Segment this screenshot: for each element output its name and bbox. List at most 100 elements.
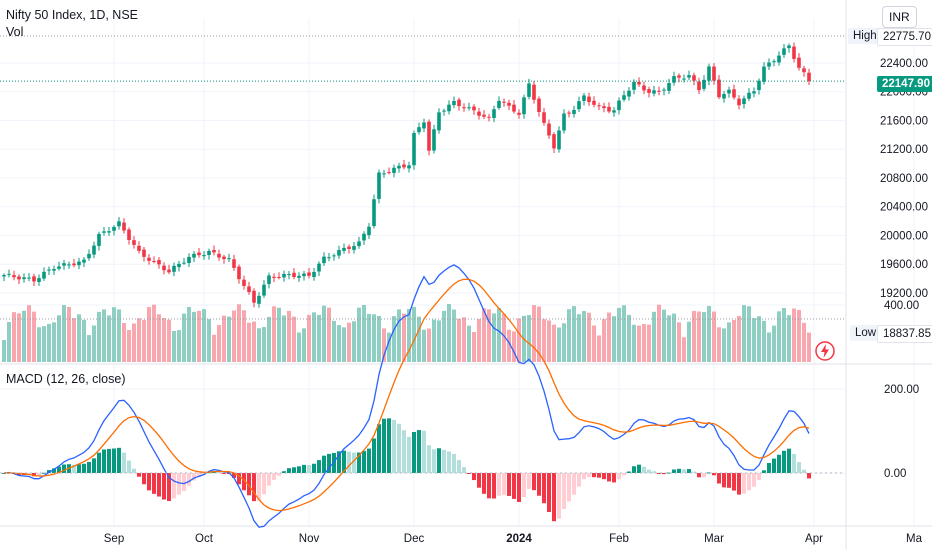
- macd-histogram-bar: [427, 445, 431, 473]
- candle-body: [412, 133, 416, 166]
- volume-bar: [737, 315, 741, 362]
- candle-body: [542, 112, 546, 123]
- candle-body: [507, 102, 511, 106]
- candle-body: [732, 89, 736, 98]
- candle-body: [427, 121, 431, 151]
- volume-bar: [272, 306, 276, 362]
- volume-bar: [347, 322, 351, 362]
- candle-body: [87, 253, 91, 259]
- candle-body: [387, 172, 391, 174]
- volume-bar: [767, 332, 771, 362]
- candle-body: [717, 79, 721, 98]
- volume-bar: [782, 307, 786, 362]
- volume-bar: [547, 320, 551, 362]
- candle-body: [322, 256, 326, 264]
- volume-bar: [207, 319, 211, 362]
- macd-histogram-bar: [282, 471, 286, 473]
- time-tick-label: Dec: [404, 533, 425, 545]
- candle-body: [182, 262, 186, 264]
- volume-bar: [117, 309, 121, 362]
- candle-body: [177, 263, 181, 268]
- macd-histogram-bar: [637, 464, 641, 473]
- volume-bar: [237, 304, 241, 362]
- time-tick-label: Oct: [195, 533, 214, 545]
- lightning-icon[interactable]: [814, 340, 836, 362]
- macd-histogram-bar: [277, 473, 281, 476]
- macd-histogram-bar: [442, 449, 446, 473]
- volume-bar: [807, 332, 811, 362]
- candle-body: [127, 229, 131, 240]
- price-candles: [2, 42, 811, 308]
- macd-histogram-bar: [327, 453, 331, 473]
- volume-bar: [432, 319, 436, 362]
- volume-bar: [757, 316, 761, 362]
- candle-body: [172, 265, 176, 272]
- candle-body: [407, 165, 411, 169]
- macd-histogram-bar: [747, 473, 751, 491]
- volume-bar: [482, 308, 486, 362]
- macd-histogram-bar: [357, 452, 361, 473]
- macd-histogram-bar: [47, 470, 51, 473]
- volume-bar: [312, 312, 316, 362]
- candle-body: [122, 222, 126, 231]
- price-tick-label: 21200.00: [880, 144, 928, 156]
- volume-bar: [717, 327, 721, 362]
- volume-bar: [152, 304, 156, 362]
- candle-body: [537, 98, 541, 113]
- volume-bar: [362, 304, 366, 362]
- candle-body: [462, 107, 466, 109]
- macd-histogram-bar: [687, 469, 691, 473]
- macd-histogram-bar: [252, 473, 256, 502]
- candle-body: [517, 112, 521, 115]
- candle-body: [202, 255, 206, 257]
- volume-bar: [172, 330, 176, 362]
- candle-body: [627, 90, 631, 97]
- candle-body: [747, 92, 751, 99]
- candle-body: [327, 257, 331, 259]
- volume-bar: [87, 335, 91, 362]
- macd-histogram-bar: [152, 473, 156, 494]
- macd-histogram: [2, 418, 811, 522]
- candle-body: [637, 81, 641, 85]
- macd-histogram-bar: [732, 473, 736, 491]
- volume-bar: [77, 314, 81, 362]
- candle-body: [652, 90, 656, 94]
- candle-body: [267, 275, 271, 284]
- chart-overlays: [0, 35, 846, 320]
- volume-bar: [317, 314, 321, 362]
- volume-bar: [472, 332, 476, 362]
- candle-body: [277, 276, 281, 278]
- candle-body: [807, 72, 811, 82]
- macd-title[interactable]: MACD (12, 26, close): [6, 372, 126, 386]
- candle-body: [487, 116, 491, 118]
- macd-histogram-bar: [307, 464, 311, 473]
- candle-body: [497, 100, 501, 108]
- candle-body: [647, 89, 651, 93]
- chart-title: Nifty 50 Index, 1D, NSE: [6, 8, 139, 22]
- currency-button[interactable]: INR: [882, 6, 917, 28]
- macd-histogram-bar: [457, 460, 461, 473]
- macd-histogram-bar: [557, 473, 561, 519]
- volume-bar: [602, 319, 606, 362]
- macd-histogram-bar: [772, 458, 776, 473]
- macd-histogram-bar: [287, 468, 291, 473]
- macd-histogram-bar: [37, 473, 41, 476]
- macd-histogram-bar: [627, 471, 631, 473]
- macd-histogram-bar: [232, 473, 236, 478]
- candle-body: [117, 221, 121, 227]
- volume-bar: [217, 325, 221, 362]
- candle-body: [262, 284, 266, 296]
- volume-bar: [7, 321, 11, 362]
- candle-body: [722, 94, 726, 99]
- macd-histogram-bar: [782, 450, 786, 473]
- candle-body: [37, 278, 41, 282]
- candle-body: [552, 134, 556, 149]
- macd-histogram-bar: [72, 464, 76, 473]
- macd-histogram-bar: [57, 466, 61, 473]
- volume-bar: [627, 314, 631, 362]
- macd-histogram-bar: [712, 473, 716, 476]
- macd-histogram-bar: [692, 471, 696, 473]
- macd-histogram-bar: [382, 418, 386, 473]
- candle-body: [632, 82, 636, 90]
